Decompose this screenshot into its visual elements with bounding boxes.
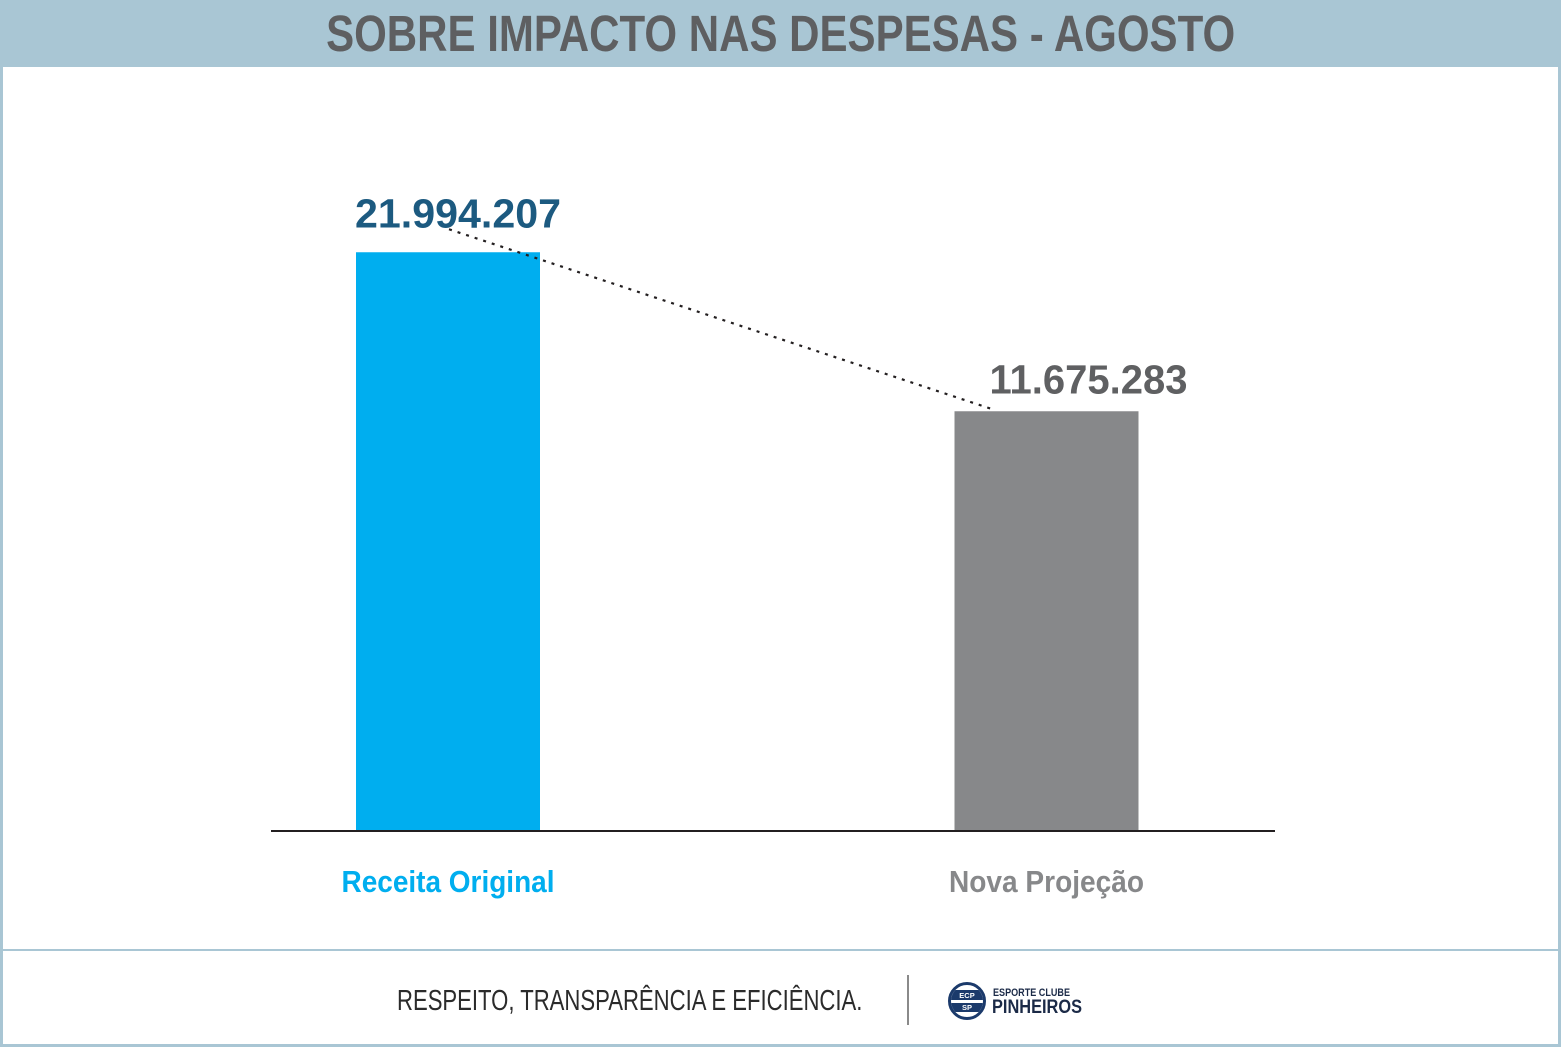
crest-top-lettering: ECP [959, 991, 974, 1000]
chart-title-text: SOBRE IMPACTO NAS DESPESAS - AGOSTO [325, 5, 1236, 62]
crest-bottom-lettering: SP [962, 1003, 972, 1012]
bar-chart: 21.994.207 11.675.283 Receita Original Nov… [271, 190, 1275, 899]
bar-group [356, 252, 1139, 830]
title-band: SOBRE IMPACTO NAS DESPESAS - AGOSTO [0, 0, 1561, 67]
footer-separator [907, 975, 909, 1025]
category-label-group: Receita Original Nova Projeção [342, 864, 1145, 899]
dotted-connector-line [448, 228, 993, 411]
value-label-receita-original: 21.994.207 [355, 190, 561, 236]
value-label-group: 21.994.207 11.675.283 [355, 190, 1188, 402]
footer-divider [0, 949, 1561, 951]
value-label-nova-projecao: 11.675.283 [990, 356, 1188, 402]
club-crest-icon: ECP SP [948, 982, 986, 1020]
logo-line-pinheiros: PINHEIROS [992, 996, 1082, 1018]
club-logo: ECP SP ESPORTE CLUBE PINHEIROS [948, 982, 1082, 1020]
footer-slogan: RESPEITO, TRANSPARÊNCIA E EFICIÊNCIA. [397, 985, 863, 1017]
category-label-receita-original: Receita Original [342, 864, 555, 899]
logo-line-esporte-clube: ESPORTE CLUBE [993, 987, 1070, 999]
category-label-nova-projecao: Nova Projeção [949, 864, 1144, 899]
bar-receita-original [356, 252, 540, 830]
bar-nova-projecao [954, 411, 1139, 830]
chart-title: SOBRE IMPACTO NAS DESPESAS - AGOSTO [0, 0, 1561, 67]
